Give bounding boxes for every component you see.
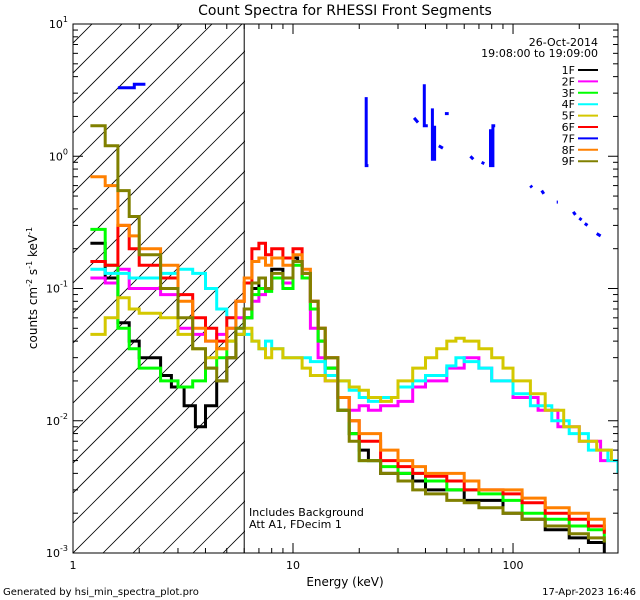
legend-label-1f: 1F [562,64,575,77]
series-7f-segment [572,210,577,216]
legend-label-5f: 5F [562,110,575,123]
x-tick-label: 100 [503,559,524,572]
series-8f-line [90,175,606,530]
attenuator-annotation: Att A1, FDecim 1 [249,518,342,531]
series-7f-segment [578,216,583,222]
y-axis-label: counts cm-2 s-1 keV-1 [25,227,40,349]
series-7f-segment [583,222,589,227]
legend-label-7f: 7F [562,132,575,145]
series-7f-segment [469,155,475,161]
series-9f-line [90,124,606,543]
hatch-line [73,24,213,164]
tick-labels: 1 10 100 10-3 10-2 10-1 100 101 [46,15,524,572]
date-text: 26-Oct-2014 [529,36,598,49]
hatch-line [73,380,245,553]
y-tick-label: 10-2 [46,412,68,428]
background-annotation: Includes Background [249,506,364,519]
x-tick-label: 10 [286,559,300,572]
x-tick-label: 1 [70,559,77,572]
hatch-line [73,110,245,284]
legend-label-9f: 9F [562,155,575,168]
y-tick-label: 100 [49,147,68,163]
series-7f-segment [489,124,496,168]
hatch-line [73,320,245,494]
hatch-line [73,350,245,524]
footer-generated-by: Generated by hsi_min_spectra_plot.pro [3,587,199,598]
legend-label-2f: 2F [562,75,575,88]
hatch-line [73,290,245,464]
hatch-line [73,230,245,404]
series-7f-segment [595,232,602,238]
hatch-line [132,440,245,553]
hatch-line [73,200,245,374]
hatch-line [73,24,243,194]
series-7f-segment [438,144,444,150]
series-7f-segment [480,160,485,165]
series-7f-segment [529,184,534,189]
hatch-line [73,24,153,104]
series-7f-line [117,82,146,90]
hatch-line [73,140,245,314]
legend-label-3f: 3F [562,87,575,100]
y-tick-label: 101 [49,15,68,31]
hatched-region [73,24,245,553]
series-7f-segment [430,108,437,161]
y-tick-label: 10-3 [46,544,68,560]
series-7f-segment [412,116,420,124]
series-7f-segment [540,189,546,195]
series-7f-segment [422,84,428,128]
legend-label-4f: 4F [562,98,575,111]
hatch-line [73,24,183,134]
footer-timestamp: 17-Apr-2023 16:46 [542,587,636,598]
hatch-line [73,170,245,344]
series-1f-line [90,241,606,553]
series-7f-segment [364,97,369,168]
hatch-line [73,50,245,224]
hatch-line [73,24,123,74]
x-axis-label: Energy (keV) [306,575,383,589]
legend-label-6f: 6F [562,121,575,134]
hatch-line [102,410,245,553]
chart-title: Count Spectra for RHESSI Front Segments [198,3,492,19]
y-tick-label: 10-1 [46,280,68,296]
time-range-text: 19:08:00 to 19:09:00 [481,47,598,60]
axes-ticks [72,23,619,554]
series-layer [90,82,618,553]
legend-label-8f: 8F [562,144,575,157]
